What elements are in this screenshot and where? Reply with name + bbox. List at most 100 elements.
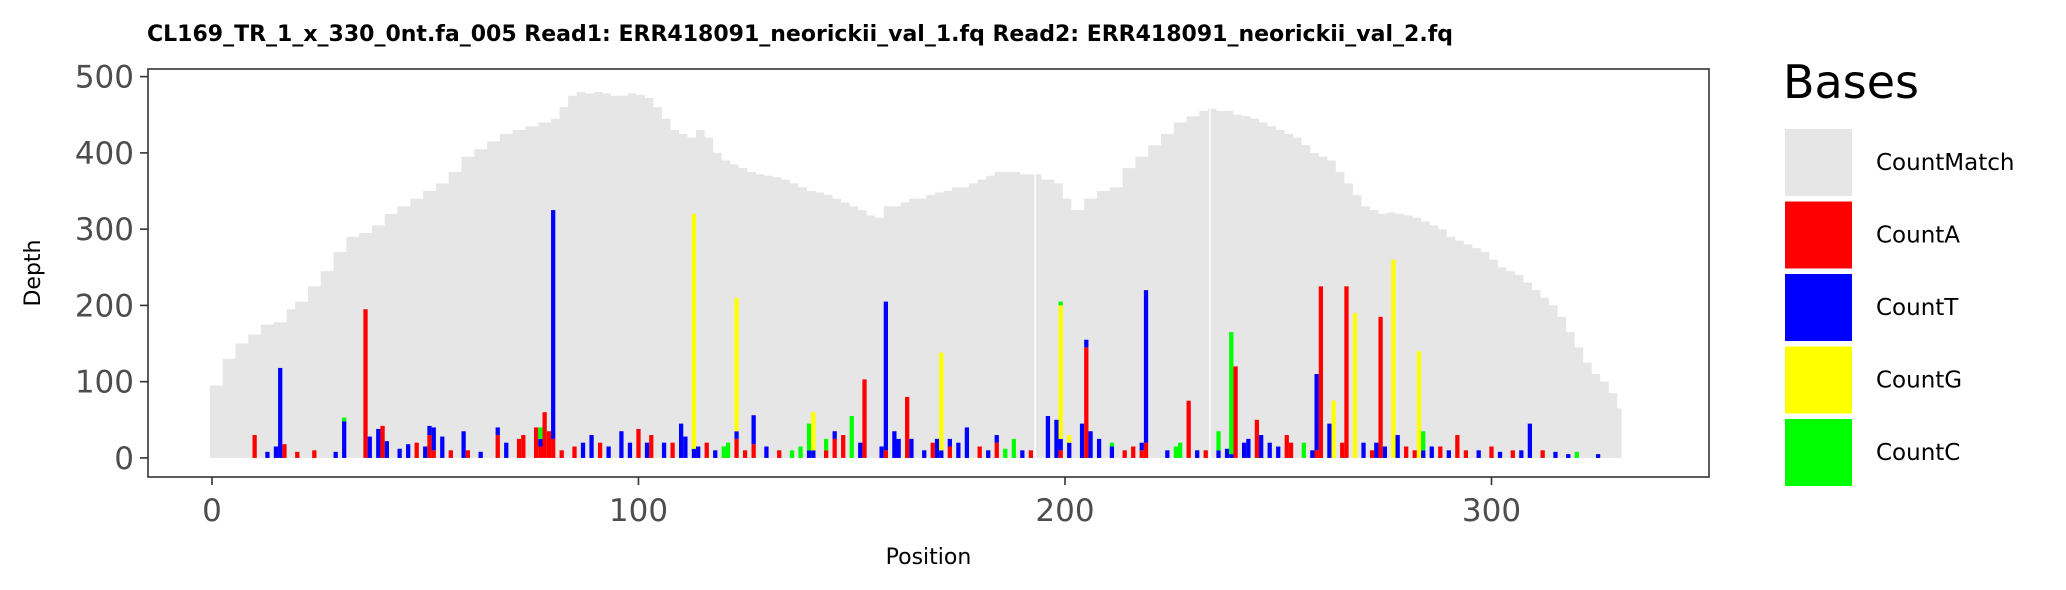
count-a-bar <box>1344 286 1349 458</box>
count-c-bar <box>1421 431 1426 451</box>
count-a-bar <box>751 444 756 458</box>
count-t-bar <box>806 450 812 458</box>
count-a-bar <box>363 309 368 458</box>
count-g-bar <box>691 213 697 449</box>
count-t-bar <box>265 451 270 458</box>
count-t-bar <box>333 451 338 458</box>
count-a-bar <box>649 435 654 458</box>
count-t-bar <box>1361 442 1366 458</box>
x-tick-label: 200 <box>1035 493 1094 529</box>
count-t-bar <box>273 446 279 458</box>
count-a-bar <box>994 442 999 458</box>
count-t-bar <box>1195 450 1200 458</box>
count-a-bar <box>597 442 603 458</box>
count-t-bar <box>934 438 940 458</box>
count-a-bar <box>1028 450 1033 458</box>
count-c-bar <box>824 438 829 451</box>
count-a-bar <box>977 446 982 458</box>
count-t-bar <box>1421 450 1426 458</box>
count-t-bar <box>1216 450 1221 458</box>
count-t-bar <box>1310 450 1315 458</box>
count-a-bar <box>1438 446 1443 458</box>
count-t-bar <box>922 450 927 458</box>
count-c-bar <box>1178 442 1183 458</box>
count-t-bar <box>431 427 436 451</box>
count-a-bar <box>1378 316 1383 458</box>
count-c-bar <box>806 423 812 451</box>
count-t-bar <box>342 421 347 458</box>
count-a-bar <box>1284 435 1289 458</box>
chart-title: CL169_TR_1_x_330_0nt.fa_005 Read1: ERR41… <box>147 22 1453 47</box>
x-axis: 0 100 200 300 <box>202 477 1521 529</box>
count-t-bar <box>1276 446 1281 458</box>
legend-label: CountC <box>1876 440 1960 466</box>
count-a-bar <box>670 442 675 458</box>
count-a-bar <box>282 444 287 458</box>
legend-key-counta <box>1785 201 1852 269</box>
count-t-bar <box>661 442 667 458</box>
count-a-bar <box>521 435 526 458</box>
count-t-bar <box>644 442 650 458</box>
count-t-bar <box>947 438 952 447</box>
count-a-bar <box>1288 442 1294 458</box>
count-a-bar <box>1058 450 1063 458</box>
count-a-bar <box>1318 286 1324 458</box>
count-c-bar <box>789 450 795 458</box>
count-g-bar <box>1416 351 1422 458</box>
count-t-bar <box>986 450 991 458</box>
count-c-bar <box>1229 332 1234 455</box>
count-t-bar <box>956 442 961 458</box>
count-t-bar <box>504 442 509 458</box>
count-t-bar <box>1566 454 1571 458</box>
count-c-bar <box>1574 451 1579 458</box>
count-t-bar <box>811 450 816 458</box>
y-tick-label: 0 <box>114 441 134 477</box>
count-t-bar <box>1267 442 1272 458</box>
count-t-bar <box>1139 442 1144 451</box>
count-t-bar <box>1246 438 1251 458</box>
count-c-bar <box>721 446 726 458</box>
count-t-bar <box>858 442 863 458</box>
count-a-bar <box>1404 446 1409 458</box>
count-a-bar <box>1233 366 1238 458</box>
count-c-bar <box>1058 301 1063 306</box>
count-t-bar <box>1058 438 1063 451</box>
count-t-bar <box>627 442 633 458</box>
count-t-bar <box>1527 423 1533 458</box>
legend-key-countg <box>1785 346 1852 414</box>
y-tick-label: 400 <box>75 136 134 172</box>
bar-layer <box>252 210 1601 458</box>
count-g-bar <box>939 352 944 451</box>
count-t-bar <box>1088 431 1093 458</box>
count-a-bar <box>777 450 782 458</box>
count-t-bar <box>478 451 483 458</box>
legend-title: Bases <box>1783 55 1919 109</box>
count-a-bar <box>1084 347 1089 458</box>
count-a-bar <box>572 446 577 458</box>
count-a-bar <box>1455 435 1460 458</box>
count-t-bar <box>696 446 701 458</box>
legend-label: CountA <box>1876 223 1960 249</box>
y-axis: 0 100 200 300 400 500 <box>75 60 148 477</box>
count-t-bar <box>384 441 389 458</box>
count-a-bar <box>930 442 935 458</box>
count-a-bar <box>312 450 317 458</box>
count-t-bar <box>1241 442 1247 458</box>
count-t-bar <box>423 446 428 458</box>
count-g-bar <box>1331 400 1336 458</box>
count-t-bar <box>538 438 543 447</box>
y-tick-label: 300 <box>75 212 134 248</box>
count-c-bar <box>1109 442 1115 447</box>
count-t-bar <box>376 428 381 458</box>
count-a-bar <box>431 450 436 458</box>
count-a-bar <box>380 425 385 458</box>
count-t-bar <box>551 210 556 439</box>
count-t-bar <box>1519 450 1524 458</box>
count-c-bar <box>342 417 347 422</box>
y-axis-title: Depth <box>21 239 46 306</box>
count-t-bar <box>367 436 372 458</box>
count-t-bar <box>734 431 739 439</box>
count-a-bar <box>495 435 500 458</box>
count-a-bar <box>448 450 453 458</box>
count-a-bar <box>465 450 471 458</box>
